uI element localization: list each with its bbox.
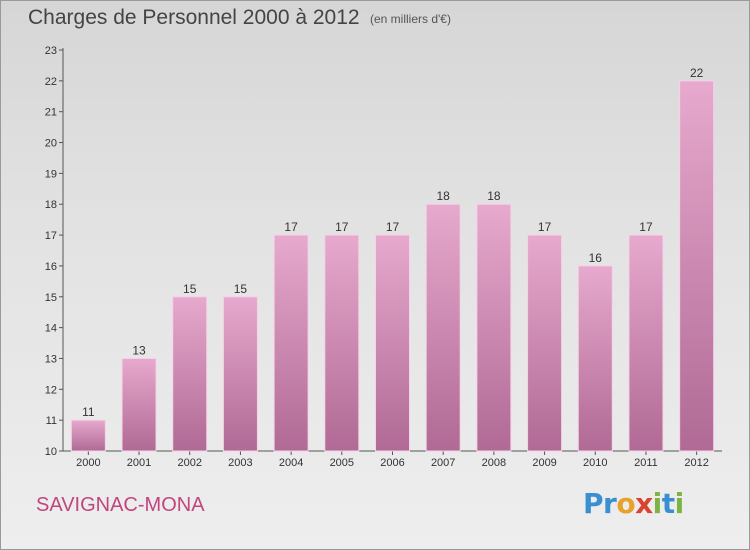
bar-value-label: 18: [487, 189, 501, 203]
y-tick-label: 17: [45, 230, 57, 242]
x-tick-label: 2006: [380, 457, 404, 469]
x-tick-label: 2004: [279, 457, 303, 469]
bar: [222, 296, 258, 452]
x-tick-label: 2005: [330, 457, 354, 469]
y-tick-label: 22: [45, 76, 57, 88]
y-tick-label: 20: [45, 138, 57, 150]
bar: [679, 80, 715, 452]
logo-letter: i: [674, 487, 685, 520]
bar-value-label: 18: [437, 189, 451, 203]
data-labels: 11 13 15 15 17 17 17 18 18 17 16 17 22: [82, 66, 704, 419]
bar-value-label: 13: [132, 343, 146, 357]
bar: [577, 265, 613, 452]
y-tick-label: 23: [45, 45, 57, 57]
bar-value-label: 17: [335, 220, 349, 234]
bar: [324, 234, 360, 452]
proxiti-logo: Proxiti: [583, 487, 684, 520]
y-tick-label: 15: [45, 292, 57, 304]
y-tick-label: 21: [45, 107, 57, 119]
bar: [425, 203, 461, 452]
bar-value-label: 17: [386, 220, 400, 234]
y-tick-label: 12: [45, 384, 57, 396]
axes: 10 11 12 13 14 15 16 17 18 19 20 21 22 23 2000 2001 2002…: [45, 45, 722, 469]
x-tick-label: 2008: [482, 457, 506, 469]
bar-value-label: 16: [589, 251, 603, 265]
x-tick-label: 2000: [76, 457, 100, 469]
y-tick-label: 19: [45, 168, 57, 180]
y-tick-label: 16: [45, 261, 57, 273]
y-tick-label: 18: [45, 199, 57, 211]
x-tick-label: 2007: [431, 457, 455, 469]
y-tick-label: 11: [46, 415, 57, 427]
chart-title: Charges de Personnel 2000 à 2012: [28, 6, 360, 29]
bar: [70, 419, 106, 452]
bar-value-label: 22: [690, 66, 704, 80]
logo-letter: o: [616, 487, 636, 520]
bar-value-label: 15: [183, 282, 197, 296]
bar: [527, 234, 563, 452]
bar: [273, 234, 309, 452]
x-tick-label: 2011: [634, 457, 658, 469]
bar-value-label: 11: [82, 405, 95, 419]
x-tick-label: 2012: [684, 457, 708, 469]
bar-value-label: 15: [234, 282, 248, 296]
x-tick-label: 2003: [228, 457, 252, 469]
bar-value-label: 17: [284, 220, 298, 234]
x-tick-label: 2009: [532, 457, 556, 469]
y-tick-label: 10: [45, 446, 57, 458]
y-tick-label: 13: [45, 353, 57, 365]
bar-value-label: 17: [538, 220, 552, 234]
logo-letter: i: [652, 487, 663, 520]
x-tick-label: 2010: [583, 457, 607, 469]
x-tick-label: 2001: [127, 457, 151, 469]
logo-letter: x: [635, 487, 653, 520]
bar: [628, 234, 664, 452]
y-tick-label: 14: [45, 323, 57, 335]
bar: [375, 234, 410, 452]
logo-letter: t: [661, 487, 675, 520]
bar: [172, 296, 208, 452]
x-tick-label: 2002: [177, 457, 201, 469]
bar: [121, 357, 157, 452]
bar-value-label: 17: [639, 220, 653, 234]
logo-letter: r: [603, 487, 617, 520]
bar: [476, 203, 512, 452]
chart-subtitle: (en milliers d'€): [370, 12, 451, 26]
bars: [70, 80, 715, 452]
place-name: SAVIGNAC-MONA: [36, 494, 205, 516]
logo-letter: P: [583, 487, 604, 520]
